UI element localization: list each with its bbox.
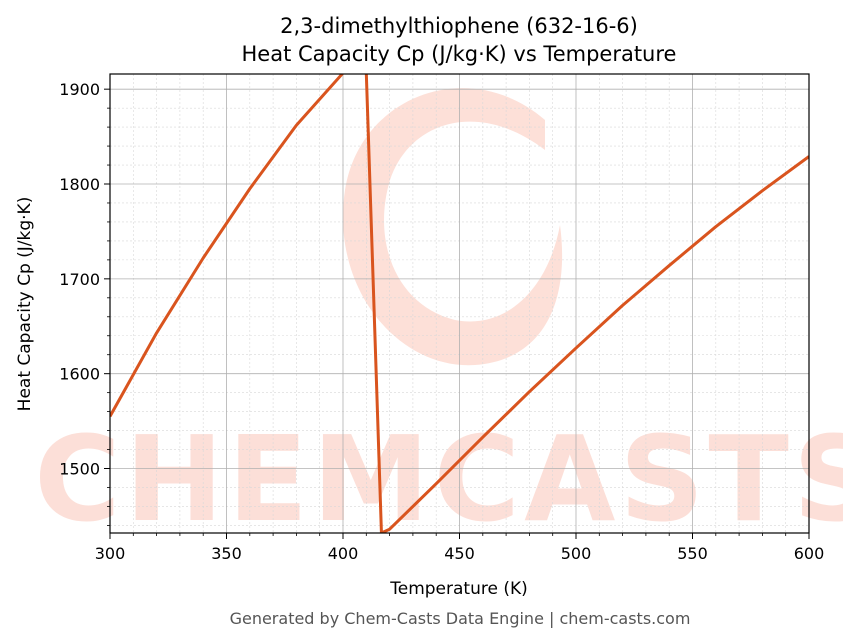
y-tick-label: 1800 — [59, 175, 100, 194]
x-tick-label: 500 — [561, 544, 592, 563]
y-tick-label: 1700 — [59, 270, 100, 289]
chart-title-line-2: Heat Capacity Cp (J/kg·K) vs Temperature — [242, 42, 677, 66]
axis-ticks: 300 350 400 450 500 550 600 1500 1600 1700 1800 190… — [59, 80, 824, 563]
chemcasts-watermark: CHEMCASTS — [34, 88, 843, 548]
x-tick-label: 550 — [677, 544, 708, 563]
series-line-0 — [110, 74, 809, 533]
x-axis-label: Temperature (K) — [389, 579, 528, 599]
footer-credit: Generated by Chem-Casts Data Engine | ch… — [230, 609, 691, 628]
x-tick-label: 450 — [444, 544, 475, 563]
y-tick-label: 1900 — [59, 80, 100, 99]
series-layer — [110, 74, 809, 533]
x-tick-label: 350 — [211, 544, 242, 563]
chart-title-line-1: 2,3-dimethylthiophene (632-16-6) — [280, 14, 638, 38]
x-tick-label: 600 — [794, 544, 825, 563]
watermark-swirl — [342, 88, 563, 366]
y-tick-label: 1600 — [59, 365, 100, 384]
x-tick-label: 300 — [95, 544, 126, 563]
x-tick-label: 400 — [328, 544, 359, 563]
y-axis-label: Heat Capacity Cp (J/kg·K) — [15, 197, 35, 412]
watermark-text: CHEMCASTS — [34, 410, 843, 548]
grid — [109, 74, 810, 533]
y-tick-label: 1500 — [59, 460, 100, 479]
